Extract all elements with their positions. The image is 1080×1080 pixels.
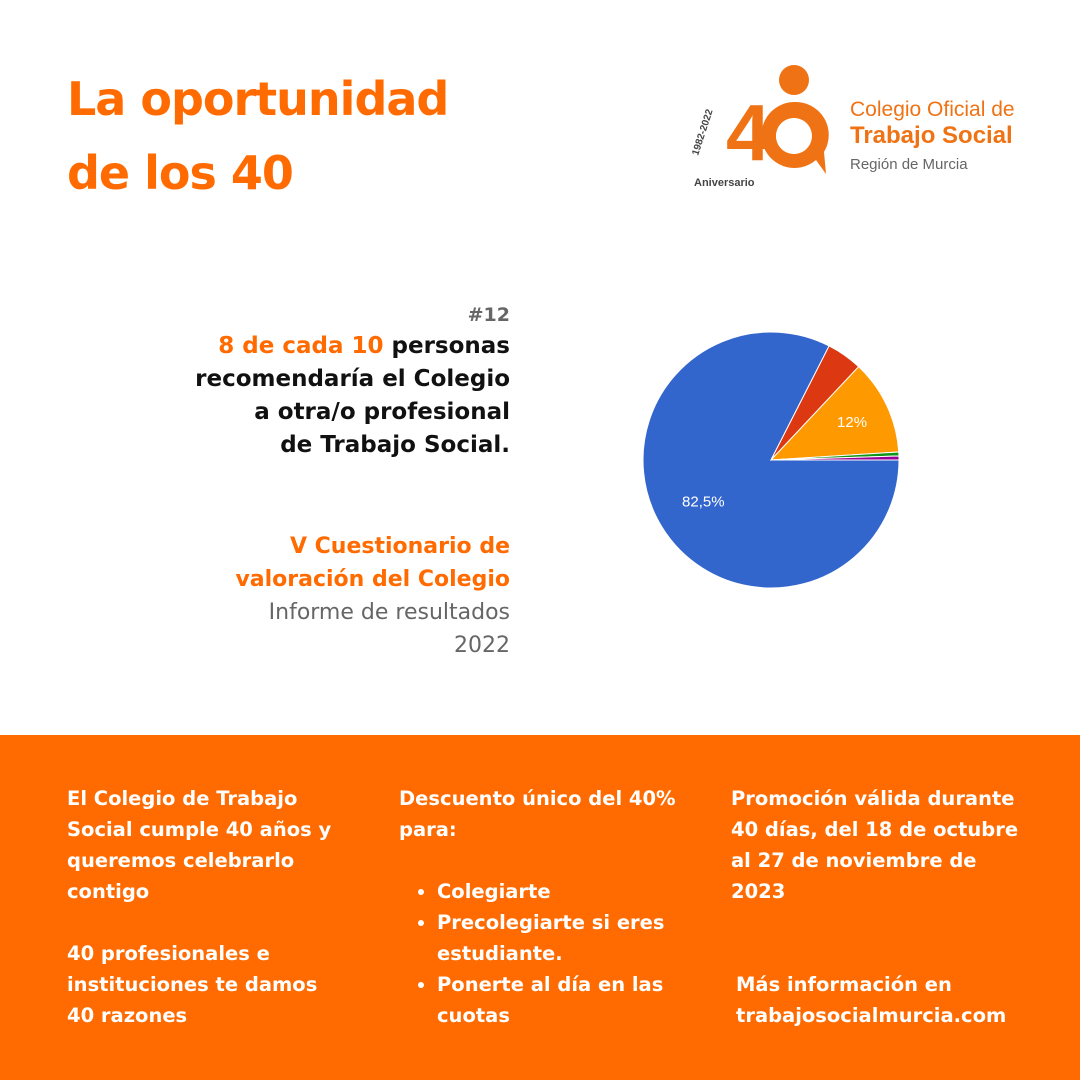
list-item: Precolegiarte si eres estudiante. (437, 907, 684, 969)
logo-line1: Colegio Oficial de (850, 98, 1015, 121)
pie-chart: 82,5% 12% (642, 331, 900, 589)
logo: 4 1982-2022 Aniversario Colegio Oficial … (690, 62, 1030, 192)
svg-text:Aniversario: Aniversario (694, 177, 755, 189)
quote-line: de Trabajo Social. (280, 432, 510, 458)
discount-list: Colegiarte Precolegiarte si eres estudia… (399, 876, 684, 1031)
page-title: La oportunidad de los 40 (67, 62, 449, 210)
quote-highlight: 8 de cada 10 (218, 333, 384, 359)
quote-line: 8 de cada 10 personas (195, 330, 510, 363)
pie-label-blue: 82,5% (682, 493, 725, 510)
logo-line2: Trabajo Social (850, 122, 1013, 149)
logo-text: Colegio Oficial de Trabajo Social Región… (850, 98, 1015, 173)
footer: El Colegio de Trabajo Social cumple 40 a… (0, 735, 1080, 1080)
quote: #12 8 de cada 10 personas recomendaría e… (195, 300, 510, 462)
pie-slice-purple (770, 455, 900, 461)
reason-number: #12 (467, 304, 510, 326)
svg-text:1982-2022: 1982-2022 (690, 108, 715, 157)
source-title: V Cuestionario de (289, 534, 510, 559)
source-year: 2022 (454, 633, 510, 658)
source-title: valoración del Colegio (235, 567, 510, 592)
pie-label-orange: 12% (837, 414, 867, 431)
logo-line3: Región de Murcia (850, 156, 968, 173)
quote-line: a otra/o profesional (254, 399, 510, 425)
logo-40-mark: 4 1982-2022 Aniversario (690, 65, 829, 189)
source-subtitle: Informe de resultados (268, 600, 510, 625)
footer-text: Promoción válida durante 40 días, del 18… (731, 787, 1019, 903)
footer-col-2: Descuento único del 40% para: Colegiarte… (399, 783, 684, 1031)
list-item: Colegiarte (437, 876, 684, 907)
footer-text: El Colegio de Trabajo Social cumple 40 a… (67, 787, 332, 903)
quote-line: recomendaría el Colegio (195, 366, 510, 392)
more-info-link: Más información en trabajosocialmurcia.c… (736, 973, 1007, 1027)
list-item: Ponerte al día en las cuotas (437, 969, 684, 1031)
title-line: de los 40 (67, 146, 294, 200)
quote-text: personas (383, 333, 511, 359)
footer-col-3: Promoción válida durante 40 días, del 18… (731, 783, 1021, 1031)
title-line: La oportunidad (67, 72, 449, 126)
footer-col-1: El Colegio de Trabajo Social cumple 40 a… (67, 783, 347, 1031)
footer-text: 40 profesionales e instituciones te damo… (67, 942, 318, 1027)
pie-slice-orange (769, 365, 900, 461)
footer-text: Descuento único del 40% para: (399, 787, 676, 841)
source: V Cuestionario de valoración del Colegio… (235, 530, 510, 662)
